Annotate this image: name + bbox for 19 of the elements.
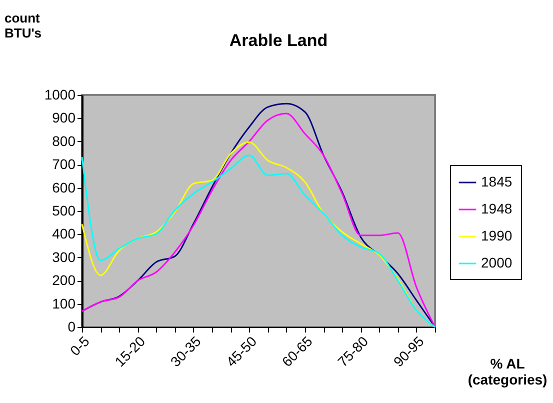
y-tick-label: 200 bbox=[52, 272, 76, 288]
y-tick-label: 700 bbox=[52, 156, 76, 172]
y-tick-label: 400 bbox=[52, 226, 76, 242]
y-tick-label: 300 bbox=[52, 248, 76, 265]
y-axis-title: count BTU's bbox=[4, 10, 42, 40]
y-tick-label: 800 bbox=[52, 132, 76, 149]
x-axis-title: % AL (categories) bbox=[468, 356, 548, 388]
x-tick-label: 0-5 bbox=[66, 332, 93, 359]
y-tick-label: 1000 bbox=[44, 86, 76, 102]
legend-label: 1948 bbox=[481, 200, 512, 216]
legend-label: 1845 bbox=[481, 174, 512, 190]
y-tick-label: 900 bbox=[52, 110, 76, 126]
chart-title: Arable Land bbox=[229, 31, 328, 50]
legend-label: 2000 bbox=[481, 254, 512, 270]
y-tick-label: 500 bbox=[52, 202, 76, 218]
y-tick-label: 0 bbox=[68, 318, 76, 334]
legend-label: 1990 bbox=[481, 228, 512, 244]
y-tick-label: 100 bbox=[52, 295, 76, 312]
y-tick-label: 600 bbox=[52, 179, 76, 196]
